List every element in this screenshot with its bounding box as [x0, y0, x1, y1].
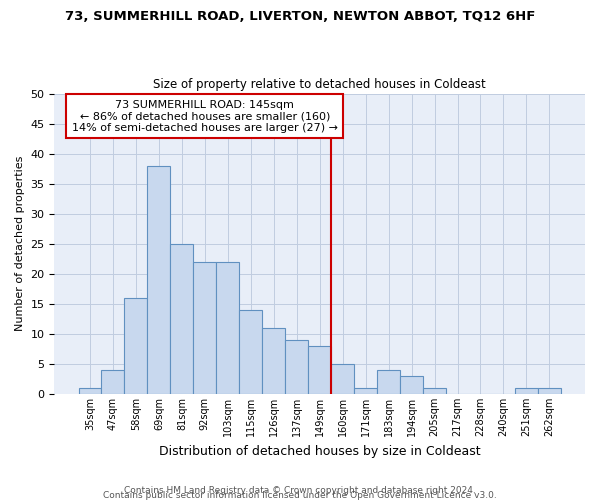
Bar	[538, 388, 561, 394]
Bar	[148, 166, 170, 394]
Bar	[400, 376, 423, 394]
Bar	[377, 370, 400, 394]
Bar	[239, 310, 262, 394]
Bar	[79, 388, 101, 394]
Bar	[423, 388, 446, 394]
Bar	[354, 388, 377, 394]
Bar	[124, 298, 148, 394]
Bar	[170, 244, 193, 394]
Title: Size of property relative to detached houses in Coldeast: Size of property relative to detached ho…	[154, 78, 486, 91]
Bar	[515, 388, 538, 394]
Text: Contains public sector information licensed under the Open Government Licence v3: Contains public sector information licen…	[103, 491, 497, 500]
X-axis label: Distribution of detached houses by size in Coldeast: Distribution of detached houses by size …	[159, 444, 481, 458]
Bar	[331, 364, 354, 394]
Text: 73, SUMMERHILL ROAD, LIVERTON, NEWTON ABBOT, TQ12 6HF: 73, SUMMERHILL ROAD, LIVERTON, NEWTON AB…	[65, 10, 535, 23]
Bar	[285, 340, 308, 394]
Bar	[262, 328, 285, 394]
Bar	[308, 346, 331, 394]
Text: 73 SUMMERHILL ROAD: 145sqm
← 86% of detached houses are smaller (160)
14% of sem: 73 SUMMERHILL ROAD: 145sqm ← 86% of deta…	[72, 100, 338, 133]
Bar	[101, 370, 124, 394]
Text: Contains HM Land Registry data © Crown copyright and database right 2024.: Contains HM Land Registry data © Crown c…	[124, 486, 476, 495]
Y-axis label: Number of detached properties: Number of detached properties	[15, 156, 25, 332]
Bar	[193, 262, 217, 394]
Bar	[217, 262, 239, 394]
